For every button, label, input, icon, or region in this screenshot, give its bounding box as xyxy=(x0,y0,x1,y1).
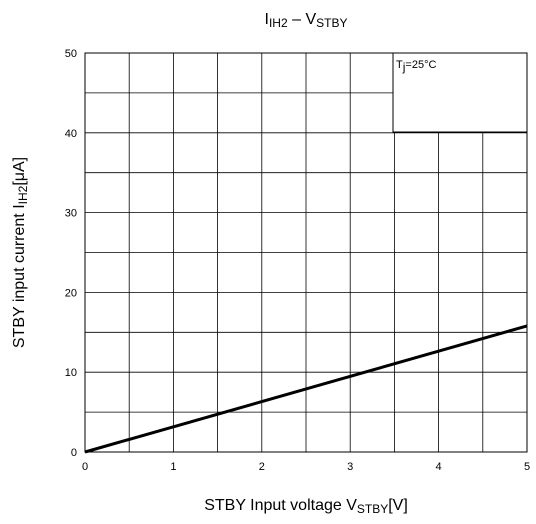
y-tick-label: 50 xyxy=(65,48,77,60)
plot-frame xyxy=(84,52,528,453)
x-tick-label: 0 xyxy=(82,461,88,473)
x-axis-label: STBY Input voltage VSTBY[V] xyxy=(204,497,408,516)
chart-title-part: STBY xyxy=(316,16,347,30)
y-axis-label: STBY input current IIH2[μA] xyxy=(11,157,30,348)
y-tick-label: 0 xyxy=(71,447,77,459)
annotation-part: j xyxy=(402,60,406,74)
chart-title: IIH2 – VSTBY xyxy=(265,11,348,30)
annotation-part: =25°C xyxy=(405,59,436,71)
y-tick-label: 40 xyxy=(65,128,77,140)
x-axis-label-part: STBY Input voltage V xyxy=(204,497,357,514)
y-tick-label: 30 xyxy=(65,208,77,220)
annotation-part: T xyxy=(396,59,403,71)
annotation-box xyxy=(392,52,528,133)
y-tick-label: 10 xyxy=(65,367,77,379)
data-line xyxy=(84,324,528,454)
x-tick-label: 5 xyxy=(524,461,530,473)
chart-title-part: – V xyxy=(288,11,317,28)
x-tick-label: 1 xyxy=(170,461,176,473)
x-axis-label-part: [V] xyxy=(388,497,408,514)
y-tick-label: 20 xyxy=(65,287,77,299)
x-tick-label: 3 xyxy=(347,461,353,473)
y-axis-label-part: STBY input current I xyxy=(11,204,28,348)
x-tick-label: 4 xyxy=(436,461,442,473)
chart-title-part: I xyxy=(265,11,269,28)
y-axis-label-part: [μA] xyxy=(11,157,28,186)
chart-title-part: IH2 xyxy=(269,16,288,30)
y-axis-label-part: IH2 xyxy=(16,185,30,204)
x-tick-label: 2 xyxy=(259,461,265,473)
annotation: Tj=25°C xyxy=(396,59,436,74)
x-axis-label-part: STBY xyxy=(357,502,388,516)
